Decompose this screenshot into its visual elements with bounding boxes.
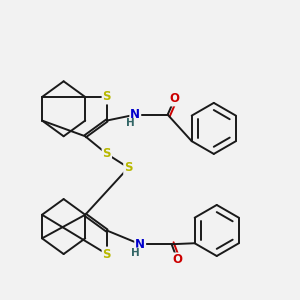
Text: O: O [172, 254, 182, 266]
Text: O: O [169, 92, 179, 106]
Text: N: N [130, 108, 140, 121]
Text: S: S [103, 248, 111, 260]
Text: H: H [126, 118, 135, 128]
Text: S: S [124, 161, 133, 174]
Text: H: H [131, 248, 140, 258]
Text: S: S [103, 91, 111, 103]
Text: S: S [103, 147, 111, 161]
Text: N: N [135, 238, 145, 251]
